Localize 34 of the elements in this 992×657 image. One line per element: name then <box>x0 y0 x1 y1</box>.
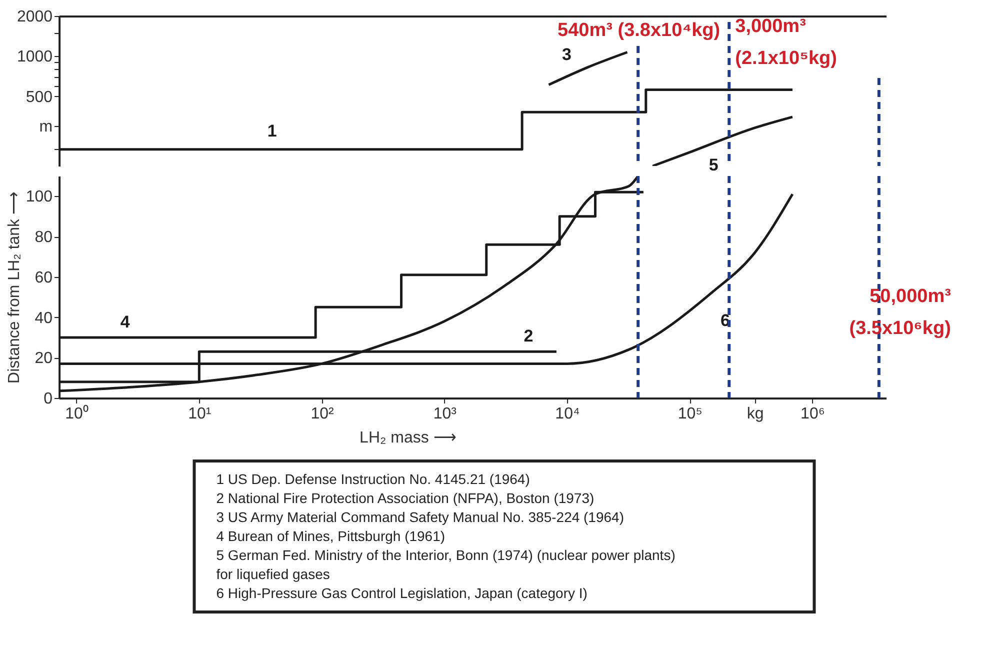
x-tick-label: 10³ <box>433 406 458 422</box>
x-tick-label: 10⁰ <box>65 404 89 422</box>
series-label: 5 <box>708 155 718 174</box>
y-tick-label: 0 <box>44 390 53 408</box>
ref-line-label: 3,000m³ (2.1x10⁵kg) <box>735 16 838 69</box>
y-tick-label: 40 <box>34 310 53 327</box>
text: 2 National Fire Protection Association (NFPA), Boston (1973) <box>216 490 594 506</box>
x-tick-label: 10⁵ <box>678 406 702 422</box>
text: 5 German Fed. Ministry of the Interior, Bonn (1974) (nuclear power plants) for liquefied gases <box>216 547 676 582</box>
ref-line-label: 540m³ (3.8x10⁴kg) <box>558 20 720 41</box>
y-tick-label: m <box>39 118 53 136</box>
x-tick-label: kg <box>746 406 764 422</box>
y-tick-label: 100 <box>26 188 53 206</box>
x-tick-label: 10² <box>310 406 335 422</box>
series-label: 3 <box>562 44 572 64</box>
x-tick-label: 10¹ <box>188 406 212 422</box>
y-tick-label: 1000 <box>16 48 53 66</box>
y-tick-label: 2000 <box>16 8 53 26</box>
y-tick-label: 80 <box>34 229 53 246</box>
x-tick-label: 10⁶ <box>800 406 825 422</box>
series-label: 4 <box>120 312 130 332</box>
x-tick-label: 10⁴ <box>555 406 580 422</box>
y-axis-title: Distance from LH₂ tank ⟶ <box>6 192 23 384</box>
text: 1 US Dep. Defense Instruction No. 4145.21 (1964) <box>216 471 530 487</box>
series-label: 2 <box>524 326 534 346</box>
y-tick-label: 500 <box>26 88 53 106</box>
text: 4 Burean of Mines, Pittsburgh (1961) <box>216 528 446 544</box>
x-axis-title: LH₂ mass ⟶ <box>360 430 456 446</box>
text: 3 US Army Material Command Safety Manual No. 385-224 (1964) <box>216 509 624 525</box>
y-tick-label: 60 <box>34 269 53 286</box>
text: 6 High-Pressure Gas Control Legislation, Japan (category I) <box>216 585 588 601</box>
y-tick-label: 20 <box>34 350 53 368</box>
series-label: 1 <box>267 121 277 140</box>
ref-line-label: 50,000m³ (3.5x10⁶kg) <box>849 286 951 339</box>
